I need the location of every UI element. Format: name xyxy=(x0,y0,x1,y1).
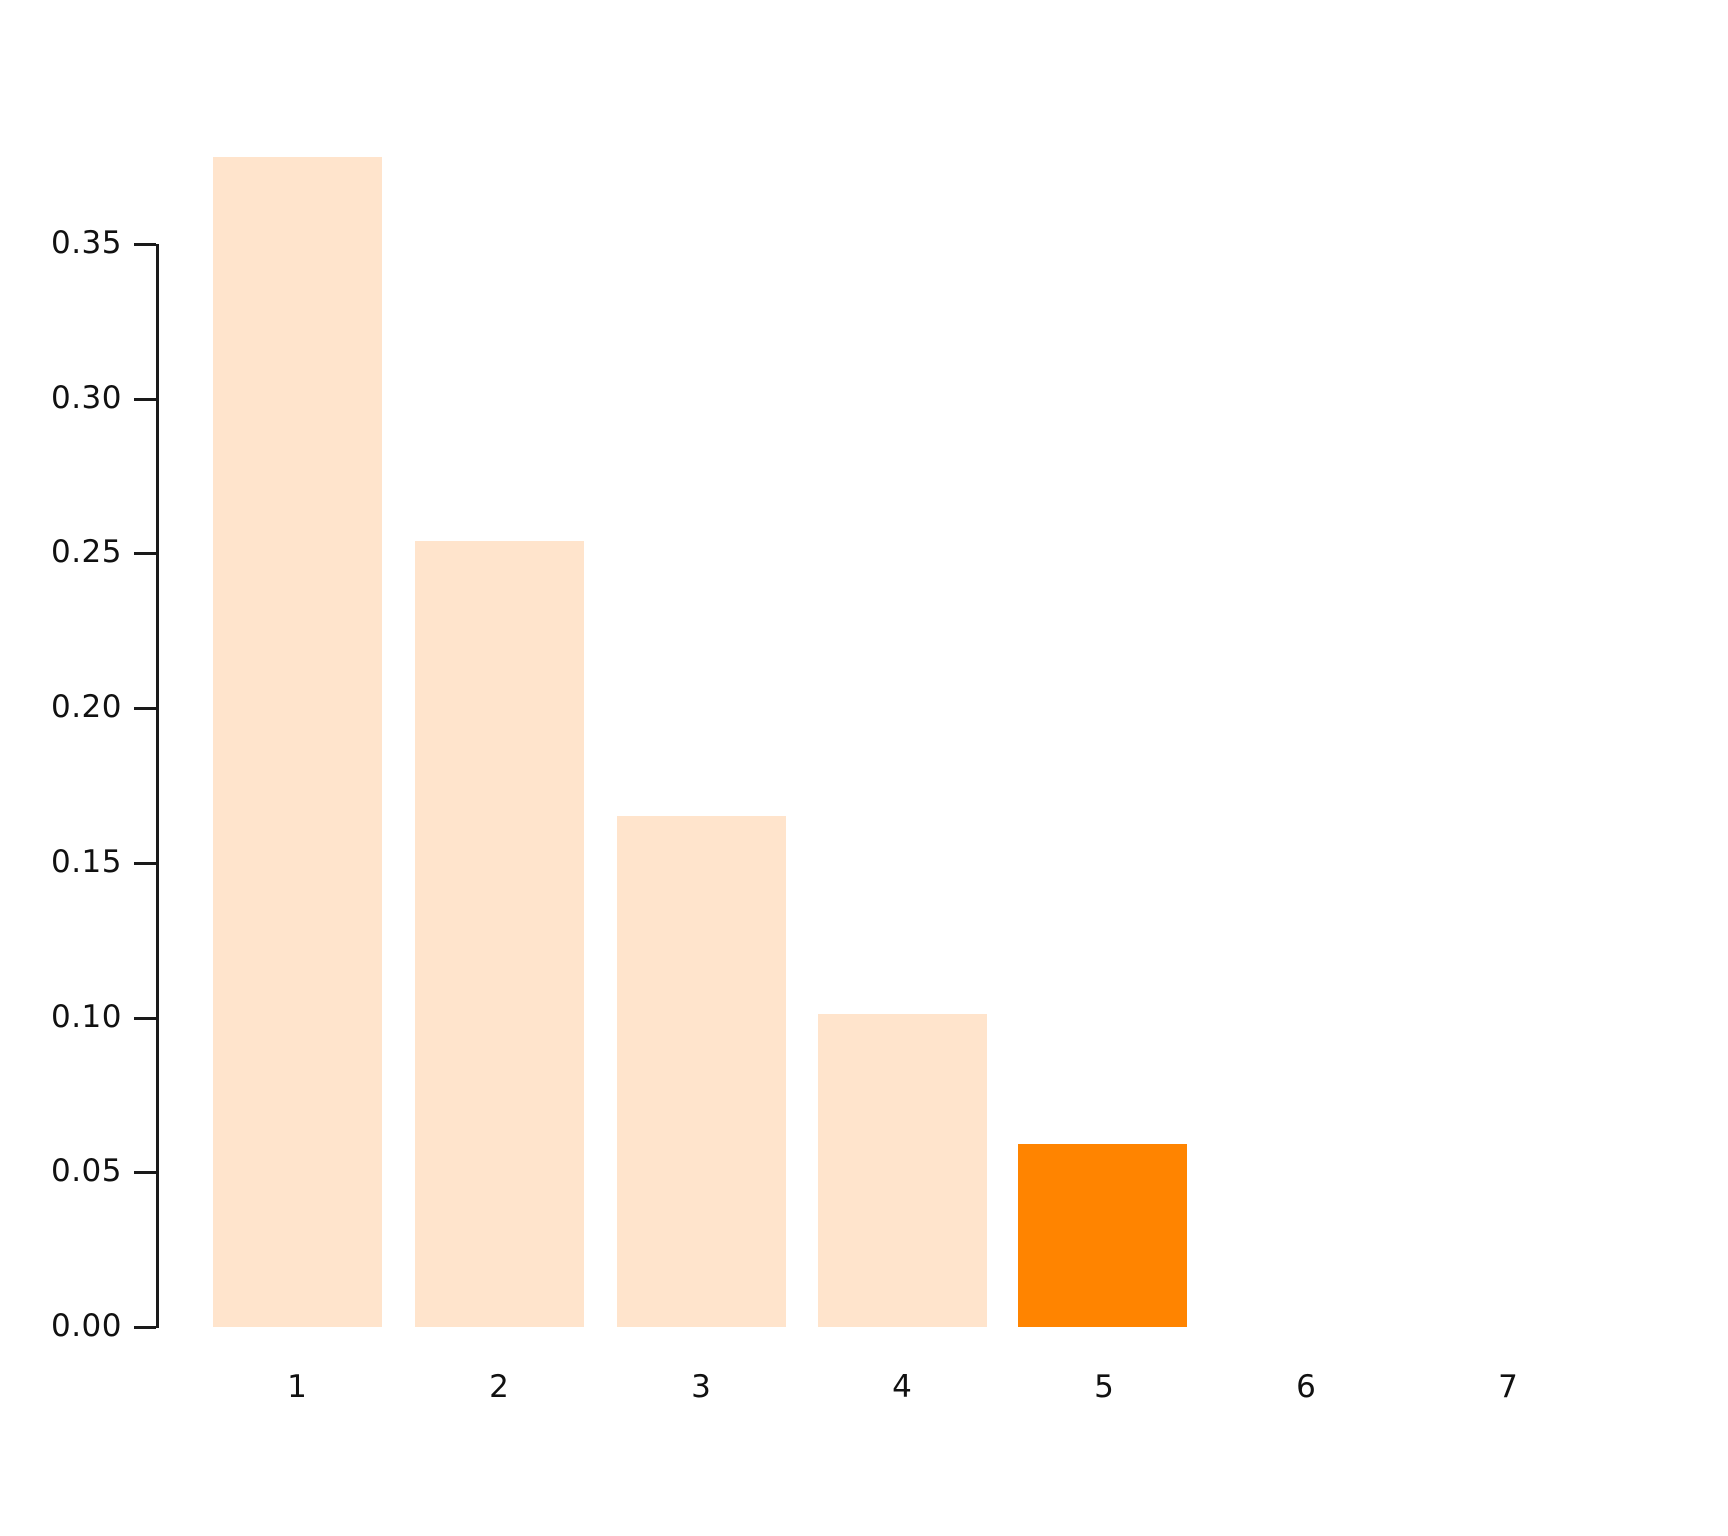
y-axis-tick-label: 0.30 xyxy=(0,379,122,416)
y-axis-tick xyxy=(134,243,156,246)
x-axis-tick-label: 7 xyxy=(1498,1369,1518,1405)
y-axis-tick-label-text: 0.35 xyxy=(50,225,122,261)
y-axis-tick-label-text: 0.00 xyxy=(50,1308,122,1344)
x-axis-tick-label: 2 xyxy=(489,1369,509,1405)
y-axis-tick-label-text: 0.20 xyxy=(50,689,122,726)
y-axis-tick xyxy=(134,1171,156,1175)
y-axis-line xyxy=(156,244,159,1328)
y-axis-tick xyxy=(134,1326,156,1329)
y-axis-tick-label-text: 0.05 xyxy=(50,1153,122,1190)
y-axis-tick xyxy=(134,1016,156,1020)
y-axis-tick-label: 0.05 xyxy=(0,1156,122,1187)
y-axis-tick-label: 0.25 xyxy=(0,537,122,568)
y-axis-tick-label-text: 0.30 xyxy=(50,379,122,416)
y-axis-tick xyxy=(134,397,156,401)
y-axis-tick-label: 0.15 xyxy=(0,843,122,880)
y-axis-tick-label: 0.20 xyxy=(0,692,122,723)
y-axis-tick xyxy=(134,552,156,556)
y-axis-tick-label-text: 0.10 xyxy=(50,998,122,1035)
bar-4 xyxy=(818,1014,987,1327)
y-axis-tick-label-text: 0.25 xyxy=(50,534,122,571)
x-axis-tick-label: 3 xyxy=(691,1369,711,1405)
bar-1 xyxy=(213,157,382,1327)
y-axis-tick-label-text: 0.15 xyxy=(50,843,122,880)
x-axis-tick-label: 5 xyxy=(1094,1369,1114,1405)
bar-2 xyxy=(415,541,584,1327)
y-axis-tick xyxy=(134,861,156,865)
y-axis-tick-label: 0.00 xyxy=(0,1311,122,1342)
y-axis-tick-label: 0.10 xyxy=(0,998,122,1035)
x-axis-tick-label: 1 xyxy=(287,1369,307,1405)
y-axis-tick-label: 0.35 xyxy=(0,228,122,259)
bar-5 xyxy=(1018,1144,1187,1327)
bar-3 xyxy=(617,816,786,1327)
x-axis-tick-label: 6 xyxy=(1296,1369,1316,1405)
y-axis-tick xyxy=(134,707,156,711)
x-axis-tick-label: 4 xyxy=(892,1369,912,1405)
